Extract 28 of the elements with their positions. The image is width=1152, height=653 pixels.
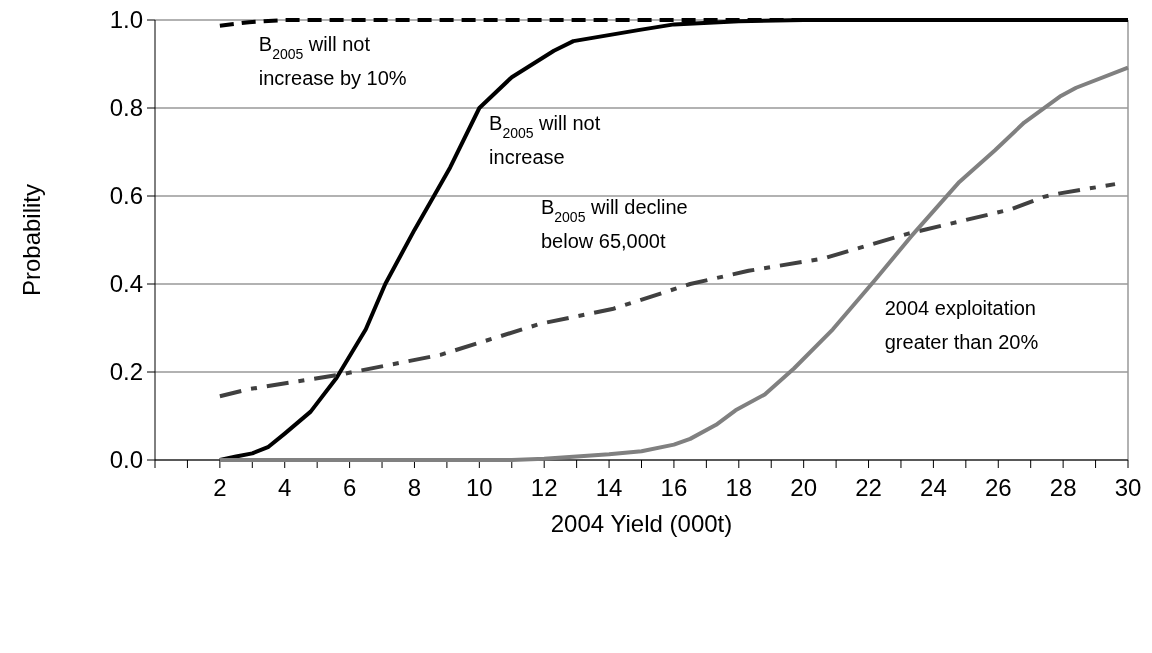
- x-tick-label: 24: [920, 474, 947, 501]
- y-tick-label: 0.4: [109, 270, 143, 298]
- x-tick-label: 26: [984, 474, 1012, 501]
- x-tick-label: 4: [278, 474, 292, 501]
- y-tick-label: 0.2: [109, 358, 143, 386]
- y-tick-label: 0.8: [109, 94, 143, 122]
- line-series: [217, 182, 1118, 399]
- x-tick-label: 12: [530, 474, 558, 501]
- x-tick-label: 30: [1114, 474, 1142, 501]
- series-label: B$_{2005}$ will not increase: [489, 112, 601, 168]
- series-label: B$_{2005}$ will not increase by 10%: [258, 32, 407, 89]
- x-tick-label: 28: [1049, 474, 1077, 501]
- series-label: B$_{2005}$ will decline below 65,000t: [540, 195, 688, 252]
- x-tick-label: 16: [660, 474, 688, 501]
- x-tick-label: 6: [342, 474, 357, 501]
- x-tick-label: 22: [855, 474, 882, 501]
- series-label: 2004 exploitation greater than 20%: [884, 296, 1039, 353]
- y-tick-label: 0.6: [109, 182, 143, 210]
- x-tick-label: 8: [407, 474, 422, 501]
- x-tick-label: 18: [725, 474, 753, 501]
- y-axis-title: Probability: [18, 183, 45, 297]
- y-tick-label: 1.0: [109, 6, 143, 34]
- y-tick-label: 0.0: [109, 446, 143, 474]
- x-tick-label: 14: [595, 474, 623, 501]
- x-tick-label: 2: [213, 474, 227, 501]
- x-axis-title: 2004 Yield (000t): [550, 510, 733, 537]
- x-tick-label: 20: [790, 474, 818, 501]
- x-tick-label: 10: [465, 474, 493, 501]
